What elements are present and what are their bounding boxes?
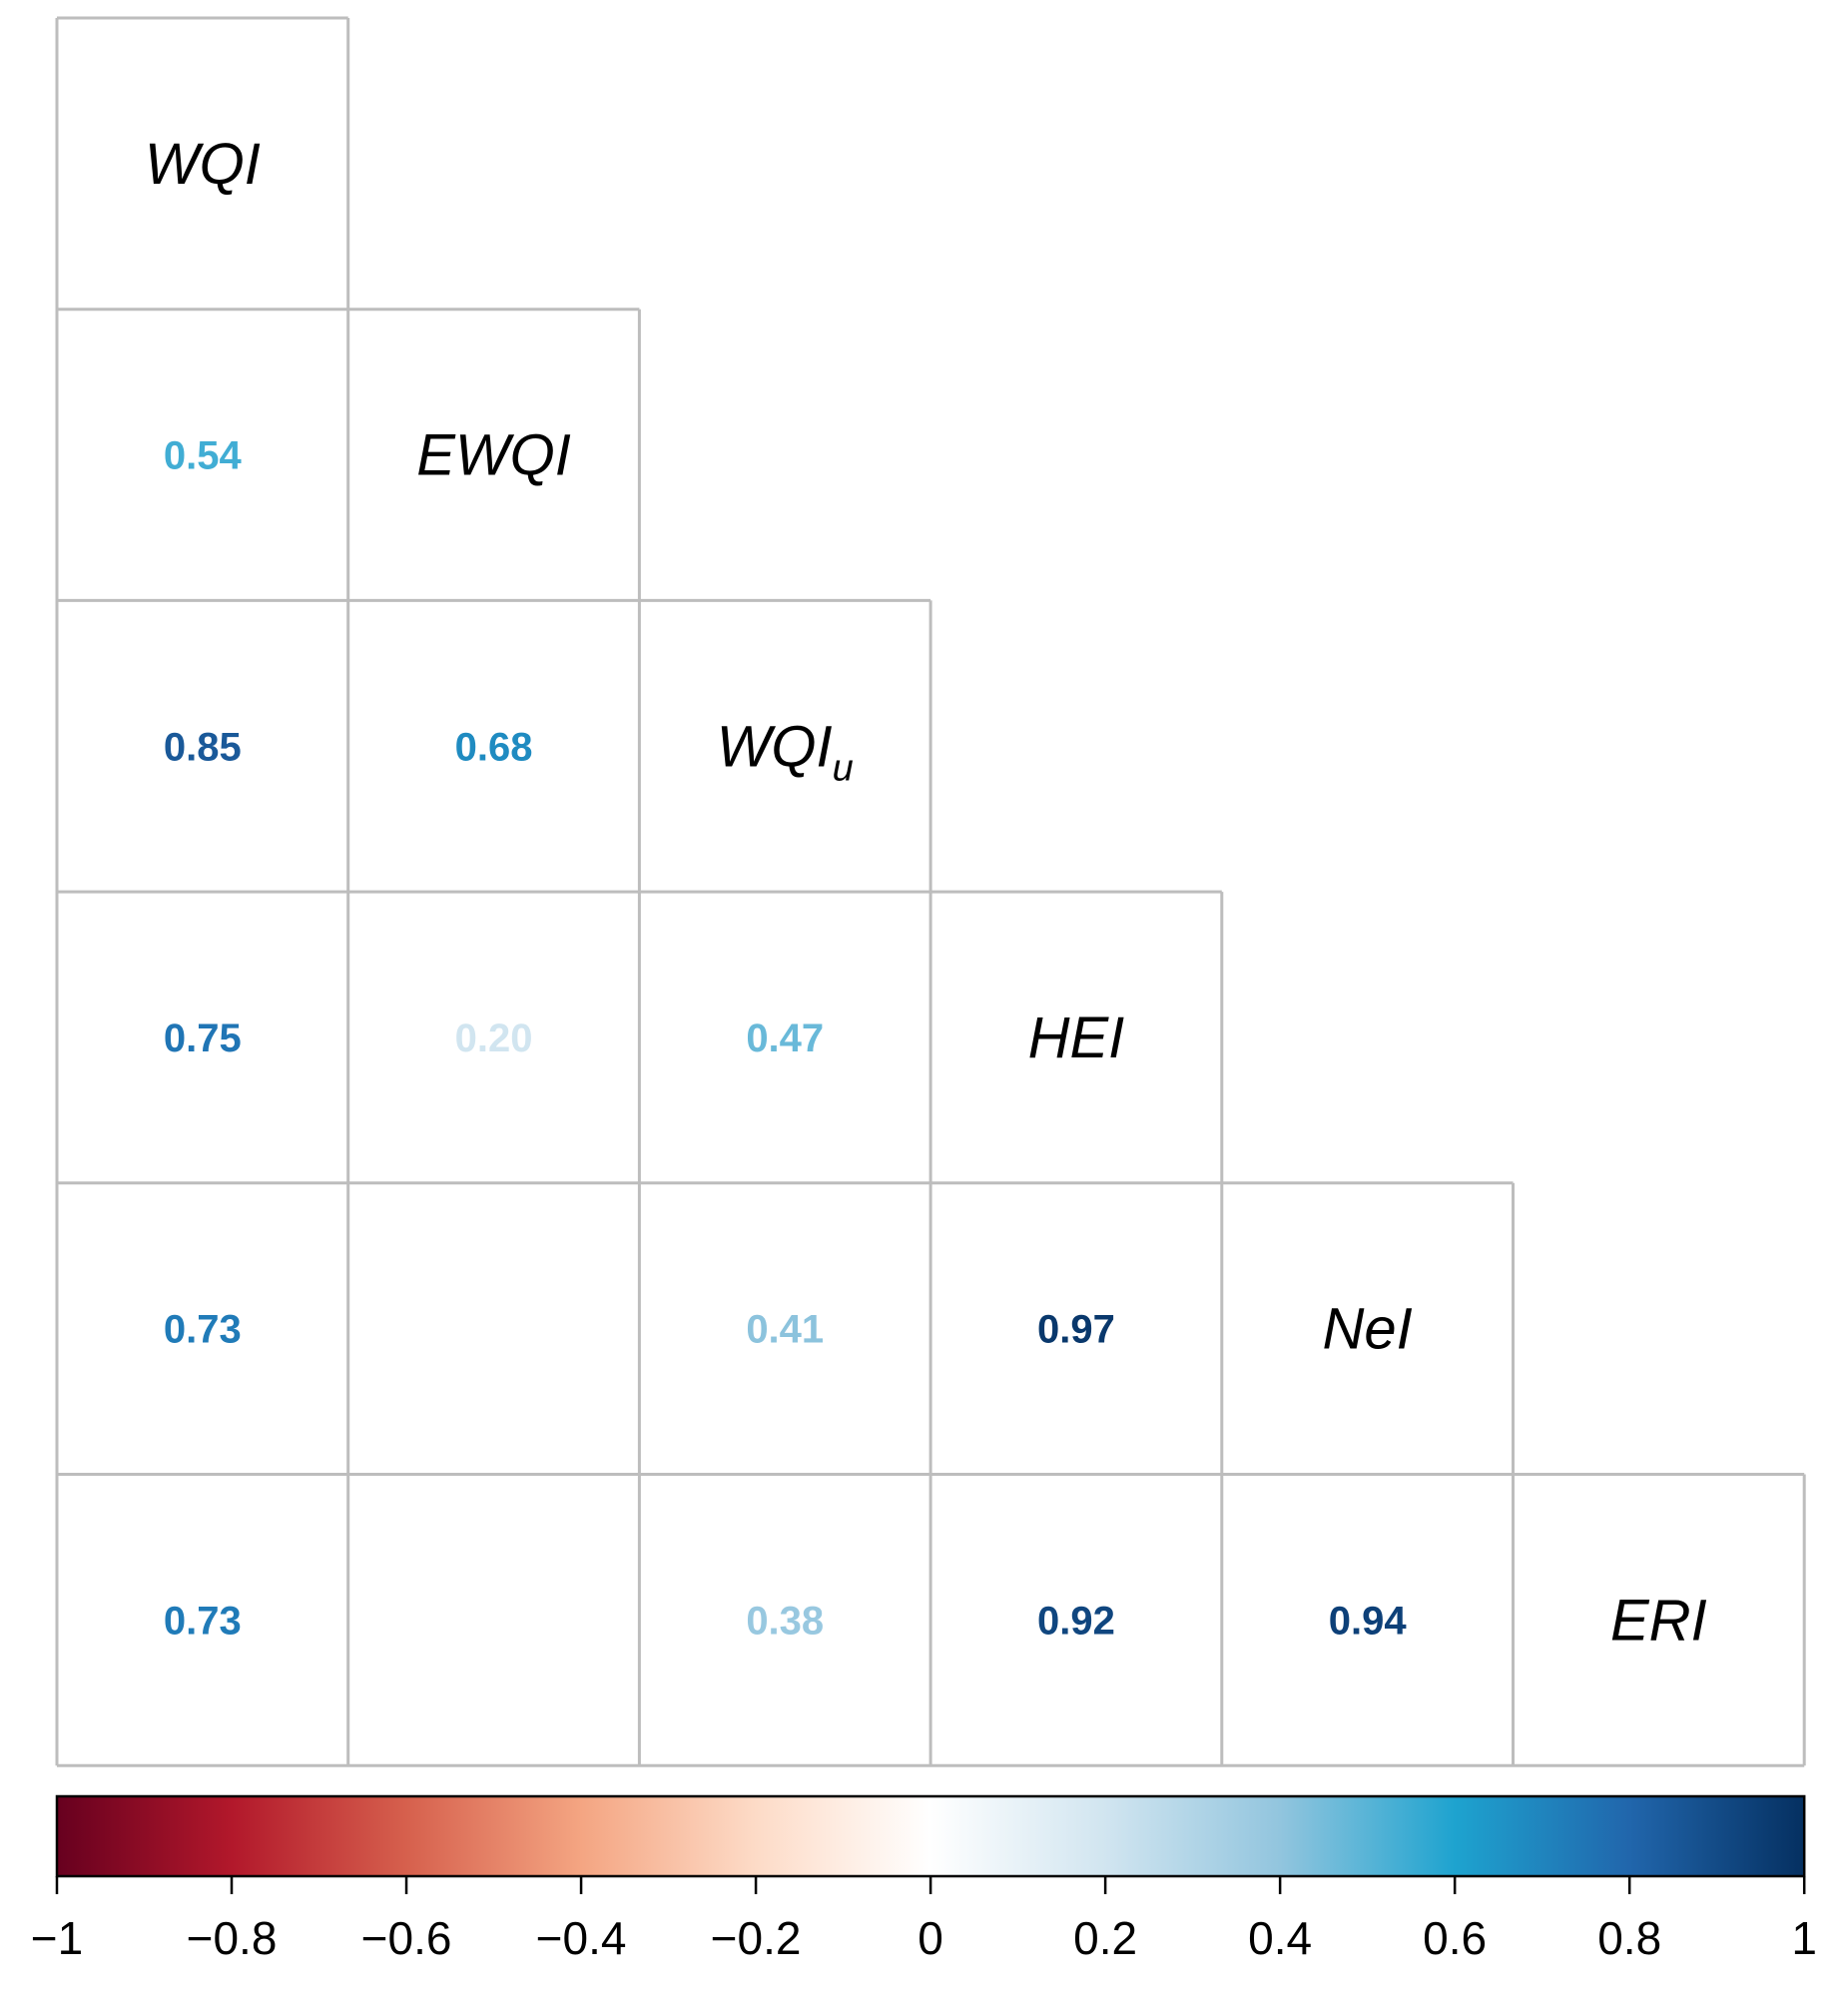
variable-label-base: WQI: [145, 132, 261, 197]
correlation-value: 0.73: [164, 1308, 242, 1352]
correlation-value: 0.54: [164, 434, 243, 478]
correlation-value: 0.38: [746, 1599, 824, 1643]
correlation-cells: 0.54 0.85 0.68 0.75 0.20 0.47 0.73 0.41 0.97 0.73…: [164, 434, 1407, 1644]
colorbar-tick-label: 0.6: [1423, 1912, 1487, 1964]
colorbar-tick-label: −0.4: [536, 1912, 627, 1964]
variable-label: NeI: [1323, 1297, 1413, 1362]
colorbar: −1 −0.8 −0.6 −0.4 −0.2 0 0.2 0.4 0.6 0.8 1: [31, 1794, 1817, 1964]
colorbar-tick-label: −0.8: [187, 1912, 278, 1964]
colorbar-tick-label: 0.4: [1248, 1912, 1312, 1964]
variable-label: WQI: [145, 132, 261, 197]
correlation-value: 0.47: [746, 1016, 824, 1060]
variable-label-base: ERI: [1610, 1588, 1707, 1653]
colorbar-tick-label: 0.8: [1597, 1912, 1661, 1964]
correlation-value: 0.68: [455, 725, 533, 769]
correlation-value: 0.92: [1037, 1599, 1115, 1643]
grid-lines: [55, 16, 1806, 1767]
variable-label-base: WQI: [717, 714, 833, 779]
colorbar-tick-label: −1: [31, 1912, 83, 1964]
correlation-value: 0.20: [455, 1016, 533, 1060]
variable-label: ERI: [1610, 1588, 1707, 1653]
correlation-value: 0.75: [164, 1016, 242, 1060]
variable-label-base: NeI: [1323, 1297, 1413, 1362]
variable-label-subscript: u: [833, 747, 854, 789]
correlation-value: 0.94: [1329, 1599, 1408, 1643]
correlation-value: 0.97: [1037, 1308, 1115, 1352]
colorbar-tick-label: 0.2: [1073, 1912, 1137, 1964]
colorbar-tick-label: 0: [918, 1912, 943, 1964]
variable-label-base: EWQI: [416, 423, 571, 488]
variable-label: EWQI: [416, 423, 571, 488]
colorbar-tick-label: −0.6: [361, 1912, 452, 1964]
correlation-value: 0.41: [746, 1308, 824, 1352]
colorbar-gradient: [55, 1794, 1806, 1878]
variable-label: WQIu: [717, 714, 854, 789]
colorbar-tick-label: −0.2: [711, 1912, 802, 1964]
variable-label-base: HEI: [1028, 1006, 1125, 1070]
variable-label: HEI: [1028, 1006, 1125, 1070]
correlation-value: 0.85: [164, 725, 242, 769]
colorbar-tick-label: 1: [1791, 1912, 1817, 1964]
correlation-value: 0.73: [164, 1599, 242, 1643]
